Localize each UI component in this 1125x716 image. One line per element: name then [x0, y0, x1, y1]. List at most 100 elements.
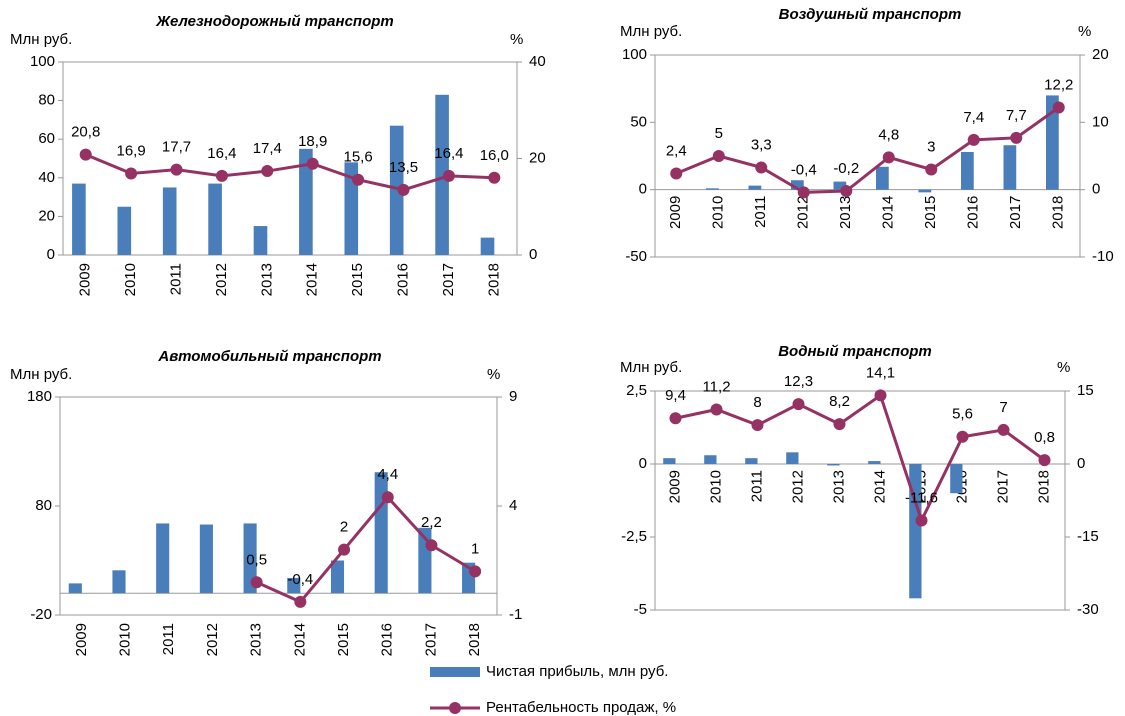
bar: [950, 464, 963, 494]
x-tick-label: 2014: [304, 263, 321, 296]
data-label: 16,9: [116, 142, 145, 159]
data-label: 18,9: [298, 133, 327, 150]
x-tick-label: 2013: [837, 196, 854, 229]
line-marker: [840, 185, 853, 198]
legend-label: Чистая прибыль, млн руб.: [486, 663, 668, 680]
line-marker: [397, 183, 410, 196]
data-label: 4,8: [878, 126, 899, 143]
data-label: 20,8: [71, 124, 100, 141]
y-axis-label: Млн руб.: [10, 366, 72, 383]
y2-tick-label: 4: [509, 497, 517, 514]
x-tick-label: 2011: [167, 263, 184, 295]
line-marker: [755, 161, 768, 174]
data-label: 17,7: [162, 139, 191, 156]
x-tick-label: 2013: [830, 470, 847, 503]
data-label: -0,4: [791, 161, 817, 178]
x-tick-label: 2015: [335, 623, 352, 656]
y-tick-label: -2,5: [621, 528, 647, 545]
x-tick-label: 2011: [752, 196, 769, 228]
x-tick-label: 2011: [748, 470, 765, 502]
line-marker: [469, 565, 482, 578]
line-marker: [261, 165, 274, 178]
x-tick-label: 2013: [258, 263, 275, 296]
plot-area: [654, 54, 1081, 258]
line-marker: [79, 148, 92, 161]
line-marker: [833, 418, 846, 431]
bar: [833, 181, 847, 190]
legend-swatch: [430, 667, 480, 677]
data-label: 5: [715, 125, 723, 142]
data-label: 15,6: [343, 149, 372, 166]
x-tick-label: 2018: [466, 623, 483, 656]
bar: [162, 187, 177, 255]
y-tick-label: -20: [30, 606, 52, 623]
line-marker: [170, 163, 183, 176]
y-axis-label: Млн руб.: [620, 359, 682, 376]
y2-tick-label: 9: [509, 388, 517, 405]
data-label: 7,7: [1006, 107, 1027, 124]
y2-axis-label: %: [1057, 359, 1070, 376]
bar: [156, 523, 170, 594]
line-marker: [352, 173, 365, 186]
x-tick-label: 2011: [160, 623, 177, 655]
line-marker: [712, 150, 725, 162]
data-label: 5,6: [952, 406, 973, 423]
bar: [344, 162, 359, 255]
bar: [1003, 145, 1017, 190]
bar: [961, 151, 974, 190]
x-tick-label: 2012: [204, 623, 221, 656]
legend-label: Рентабельность продаж, %: [486, 699, 676, 716]
data-label: 16,0: [480, 147, 509, 164]
bar: [389, 125, 404, 255]
y-tick-label: 20: [38, 207, 55, 224]
bar: [287, 577, 301, 594]
line-marker: [215, 169, 228, 182]
line-marker: [1010, 131, 1023, 144]
x-tick-label: 2017: [1007, 196, 1024, 229]
y-tick-label: 0: [639, 455, 647, 472]
x-tick-label: 2017: [994, 470, 1011, 503]
line-marker: [294, 595, 307, 608]
x-tick-label: 2010: [117, 623, 134, 656]
bar: [435, 94, 449, 255]
plot-area: [654, 390, 1066, 611]
y-tick-label: 100: [30, 53, 55, 70]
x-tick-label: 2018: [1050, 196, 1067, 229]
line-marker: [1038, 454, 1051, 467]
chart-title: Воздушный транспорт: [779, 6, 962, 23]
y-tick-label: 40: [38, 169, 55, 186]
data-label: 4,4: [377, 466, 398, 483]
x-tick-label: 2010: [122, 263, 139, 296]
line-marker: [125, 167, 138, 180]
x-tick-label: 2012: [213, 263, 230, 296]
x-tick-label: 2018: [1035, 470, 1052, 503]
x-tick-label: 2009: [667, 196, 684, 229]
y-tick-label: 80: [35, 497, 52, 514]
y-tick-label: 50: [630, 113, 647, 130]
chart-title: Водный транспорт: [778, 343, 932, 360]
x-tick-label: 2014: [880, 196, 897, 229]
y2-tick-label: -10: [1092, 248, 1114, 265]
x-tick-label: 2018: [485, 263, 502, 296]
line-marker: [797, 186, 810, 199]
bar: [72, 183, 86, 255]
y2-tick-label: -15: [1077, 528, 1099, 545]
line: [85, 153, 495, 192]
data-label: 12,3: [784, 373, 813, 390]
bar: [876, 166, 889, 190]
x-tick-label: 2017: [440, 263, 457, 296]
legend-swatch: [449, 702, 461, 714]
data-label: -0,4: [287, 571, 313, 588]
bar: [68, 583, 82, 594]
data-label: 2: [340, 519, 348, 536]
y2-tick-label: 20: [529, 149, 546, 166]
line-marker: [306, 157, 319, 170]
line-marker: [250, 576, 263, 589]
bar: [480, 237, 495, 255]
x-tick-label: 2009: [77, 263, 94, 296]
line-marker: [670, 167, 683, 180]
y-tick-label: 80: [38, 92, 55, 109]
data-label: 9,4: [665, 387, 686, 404]
x-tick-label: 2016: [379, 623, 396, 656]
line-marker: [792, 398, 805, 411]
